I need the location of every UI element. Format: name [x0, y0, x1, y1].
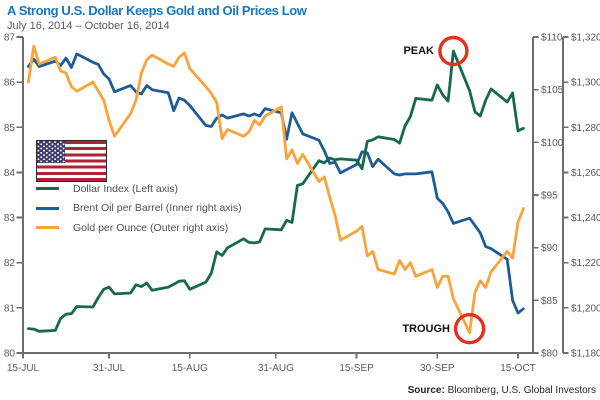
inner-right-axis-tick-label: $110 — [541, 33, 563, 44]
legend-item-gold: Gold per Ounce (Outer right axis) — [36, 221, 242, 234]
x-axis-tick-label: 15-SEP — [339, 363, 374, 374]
dollar_index-line — [26, 49, 525, 333]
left-axis-tick-label: 85 — [4, 123, 16, 134]
legend-label-dollar-index: Dollar Index (Left axis) — [73, 182, 179, 195]
x-axis-tick-label: 15-AUG — [172, 363, 208, 374]
inner-right-axis-tick-label: $80 — [541, 349, 558, 360]
x-axis-tick-label: 15-OCT — [500, 363, 536, 374]
us-flag-image — [36, 140, 107, 182]
outer-right-axis-tick-label: $1,280 — [571, 123, 600, 134]
chart-legend: Dollar Index (Left axis) Brent Oil per B… — [36, 182, 242, 234]
legend-item-brent-oil: Brent Oil per Barrel (Inner right axis) — [36, 202, 242, 215]
source-label: Source: — [407, 385, 445, 396]
inner-right-axis-tick-label: $85 — [541, 296, 558, 307]
source-attribution: Source: Bloomberg, U.S. Global Investors — [408, 385, 596, 396]
legend-label-brent-oil: Brent Oil per Barrel (Inner right axis) — [73, 202, 242, 214]
source-text: Bloomberg, U.S. Global Investors — [444, 385, 596, 396]
inner-right-axis-tick-label: $95 — [541, 191, 558, 202]
us-flag-canton — [37, 141, 65, 163]
x-axis-tick-label: 31-AUG — [258, 363, 294, 374]
chart-title: A Strong U.S. Dollar Keeps Gold and Oil … — [7, 3, 307, 18]
peak-annotation-circle — [438, 35, 469, 67]
left-axis-tick-label: 82 — [4, 258, 16, 269]
x-axis-tick-label: 30-SEP — [420, 363, 455, 374]
inner-right-axis-tick-label: $100 — [541, 138, 564, 149]
outer-right-axis-tick-label: $1,300 — [571, 78, 600, 89]
peak-annotation-label: PEAK — [403, 45, 434, 57]
legend-swatch-gold — [36, 226, 59, 229]
chart-date-range: July 16, 2014 – October 16, 2014 — [7, 20, 170, 32]
left-axis-tick-label: 81 — [4, 303, 16, 314]
legend-swatch-dollar-index — [36, 187, 59, 190]
left-axis-tick-label: 80 — [4, 349, 16, 360]
trough-annotation-circle — [453, 313, 486, 345]
legend-label-gold: Gold per Ounce (Outer right axis) — [73, 221, 229, 234]
inner-right-axis-tick-label: $105 — [541, 85, 564, 96]
trough-annotation-label: TROUGH — [402, 323, 450, 335]
x-axis-tick-label: 15-JUL — [7, 363, 40, 374]
outer-right-axis-tick-label: $1,240 — [571, 213, 600, 224]
left-axis-tick-label: 86 — [4, 78, 16, 89]
gold-line — [26, 44, 525, 335]
outer-right-axis-tick-label: $1,260 — [571, 168, 600, 179]
outer-right-axis-tick-label: $1,200 — [571, 303, 600, 314]
inner-right-axis-tick-label: $90 — [541, 243, 558, 254]
legend-swatch-brent-oil — [36, 206, 59, 210]
left-axis-tick-label: 87 — [4, 33, 16, 44]
legend-item-dollar-index: Dollar Index (Left axis) — [36, 182, 242, 195]
x-axis-tick-label: 31-JUL — [93, 363, 126, 374]
left-axis-tick-label: 84 — [4, 168, 16, 179]
outer-right-axis-tick-label: $1,320 — [571, 33, 600, 44]
outer-right-axis-tick-label: $1,180 — [571, 349, 600, 360]
axes — [16, 36, 569, 359]
left-axis-tick-label: 83 — [4, 213, 16, 224]
outer-right-axis-tick-label: $1,220 — [571, 258, 600, 269]
